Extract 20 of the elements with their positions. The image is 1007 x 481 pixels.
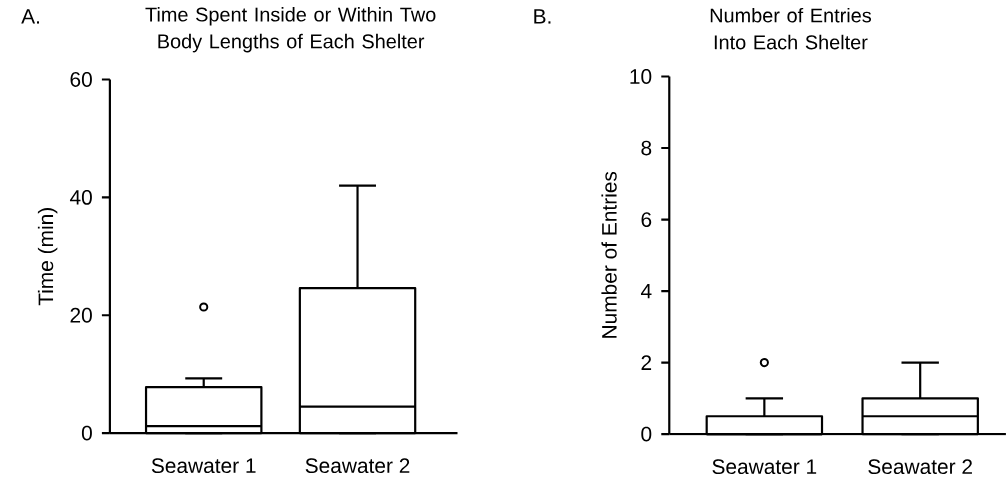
y-tick-label: 10 [630, 69, 652, 84]
chart-title: Number of Entries Into Each Shelter [710, 7, 871, 50]
y-axis-title: Time (min) [37, 208, 58, 306]
y-tick-label: 2 [641, 355, 652, 370]
y-tick-label: 0 [641, 426, 652, 442]
chart-title: Time Spent Inside or Within Two Body Lengths of Each Shelter [145, 6, 436, 53]
y-tick-label: 60 [70, 72, 92, 87]
y-tick-label: 20 [70, 307, 92, 323]
text: A. [21, 9, 39, 24]
x-tick-label: Seawater 2 [868, 459, 972, 475]
y-tick-label: 4 [640, 283, 652, 299]
y-tick-label: 0 [81, 425, 92, 441]
y-axis-title: Number of Entries [601, 171, 617, 338]
x-tick-label: Seawater 2 [305, 458, 410, 474]
y-tick-label: 8 [641, 140, 652, 156]
y-tick-label: 6 [641, 212, 652, 227]
x-tick-label: Seawater 1 [712, 459, 817, 475]
text: B. [534, 9, 551, 24]
x-tick-label: Seawater 1 [151, 458, 256, 474]
y-tick-label: 40 [69, 189, 92, 205]
